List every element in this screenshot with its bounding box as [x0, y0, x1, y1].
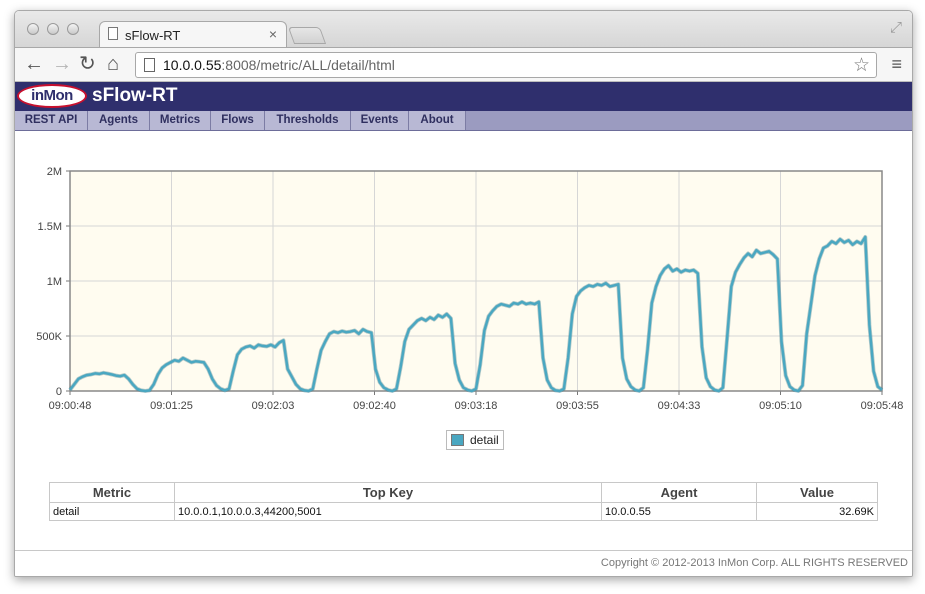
- x-tick-label: 09:00:48: [49, 400, 92, 412]
- tab-strip: sFlow-RT × ⤢: [15, 11, 912, 48]
- x-tick-label: 09:01:25: [150, 400, 193, 412]
- menu-metrics[interactable]: Metrics: [150, 111, 211, 130]
- inmon-logo: inMon: [17, 84, 87, 108]
- close-window-button[interactable]: [27, 23, 39, 35]
- page-footer: Copyright © 2012-2013 InMon Corp. ALL RI…: [15, 550, 912, 576]
- new-tab-button[interactable]: [287, 27, 327, 44]
- cell-value: 32.69K: [756, 502, 878, 521]
- column-header-value: Value: [756, 482, 878, 503]
- x-tick-label: 09:03:18: [455, 400, 498, 412]
- column-header-metric: Metric: [49, 482, 175, 503]
- x-tick-label: 09:05:48: [861, 400, 904, 412]
- x-tick-label: 09:02:40: [353, 400, 396, 412]
- browser-toolbar: ← → ↻ ⌂ 10.0.0.55:8008/metric/ALL/detail…: [15, 47, 912, 82]
- menu-flows[interactable]: Flows: [211, 111, 265, 130]
- legend-swatch-detail: [451, 434, 464, 446]
- forward-button[interactable]: →: [52, 53, 72, 75]
- app-banner: inMon sFlow-RT: [15, 82, 912, 111]
- menu-thresholds[interactable]: Thresholds: [265, 111, 351, 130]
- cell-agent: 10.0.0.55: [601, 502, 757, 521]
- table-row: detail 10.0.0.1,10.0.0.3,44200,5001 10.0…: [49, 502, 878, 521]
- url-text[interactable]: 10.0.0.55:8008/metric/ALL/detail/html: [163, 57, 395, 73]
- browser-window: sFlow-RT × ⤢ ← → ↻ ⌂ 10.0.0.55:8008/metr…: [14, 10, 913, 577]
- tab-title: sFlow-RT: [125, 28, 181, 43]
- back-button[interactable]: ←: [24, 53, 44, 75]
- y-tick-label: 2M: [47, 166, 62, 178]
- tab-close-icon[interactable]: ×: [268, 26, 277, 42]
- menu-about[interactable]: About: [409, 111, 466, 130]
- bookmark-star-icon[interactable]: ☆: [852, 55, 870, 76]
- cell-metric: detail: [49, 502, 175, 521]
- menu-rest-api[interactable]: REST API: [15, 111, 88, 130]
- address-bar[interactable]: 10.0.0.55:8008/metric/ALL/detail/html ☆: [135, 52, 877, 78]
- app-title: sFlow-RT: [92, 85, 178, 106]
- cell-top-key: 10.0.0.1,10.0.0.3,44200,5001: [174, 502, 602, 521]
- plot-border: [69, 170, 883, 392]
- page-icon: [108, 27, 118, 40]
- x-tick-label: 09:02:03: [252, 400, 295, 412]
- fullscreen-icon[interactable]: ⤢: [889, 19, 902, 36]
- zoom-window-button[interactable]: [67, 23, 79, 35]
- browser-menu-icon[interactable]: ≡: [891, 54, 902, 74]
- x-tick-label: 09:03:55: [556, 400, 599, 412]
- x-tick-label: 09:05:10: [759, 400, 802, 412]
- x-tick-label: 09:04:33: [658, 400, 701, 412]
- menu-events[interactable]: Events: [351, 111, 409, 130]
- menu-agents[interactable]: Agents: [88, 111, 150, 130]
- reload-button[interactable]: ↻: [79, 53, 96, 75]
- metric-chart: 09:00:48 09:01:25 09:02:03 09:02:40 09:03:18…: [36, 166, 904, 412]
- minimize-window-button[interactable]: [47, 23, 59, 35]
- copyright-text: Copyright © 2012-2013 InMon Corp. ALL RI…: [600, 557, 908, 569]
- page-icon: [144, 58, 155, 72]
- url-path: :8008/metric/ALL/detail/html: [221, 57, 395, 73]
- url-host: 10.0.0.55: [163, 57, 222, 73]
- metrics-table: Metric Top Key Agent Value detail 10.0.0…: [49, 482, 878, 521]
- series-line-detail: [69, 235, 883, 393]
- y-tick-label: 1M: [47, 276, 62, 288]
- home-button[interactable]: ⌂: [107, 53, 120, 75]
- column-header-top-key: Top Key: [174, 482, 602, 503]
- chart-legend: detail: [446, 430, 504, 450]
- y-tick-label: 500K: [36, 331, 62, 343]
- main-menu: REST API Agents Metrics Flows Thresholds…: [15, 111, 912, 131]
- table-header-row: Metric Top Key Agent Value: [49, 482, 878, 503]
- y-tick-label: 1.5M: [38, 221, 62, 233]
- tab-sflow-rt[interactable]: sFlow-RT ×: [99, 21, 287, 48]
- column-header-agent: Agent: [601, 482, 757, 503]
- legend-label-detail: detail: [470, 433, 499, 447]
- y-tick-label: 0: [56, 386, 62, 398]
- page-content: inMon sFlow-RT REST API Agents Metrics F…: [15, 82, 912, 576]
